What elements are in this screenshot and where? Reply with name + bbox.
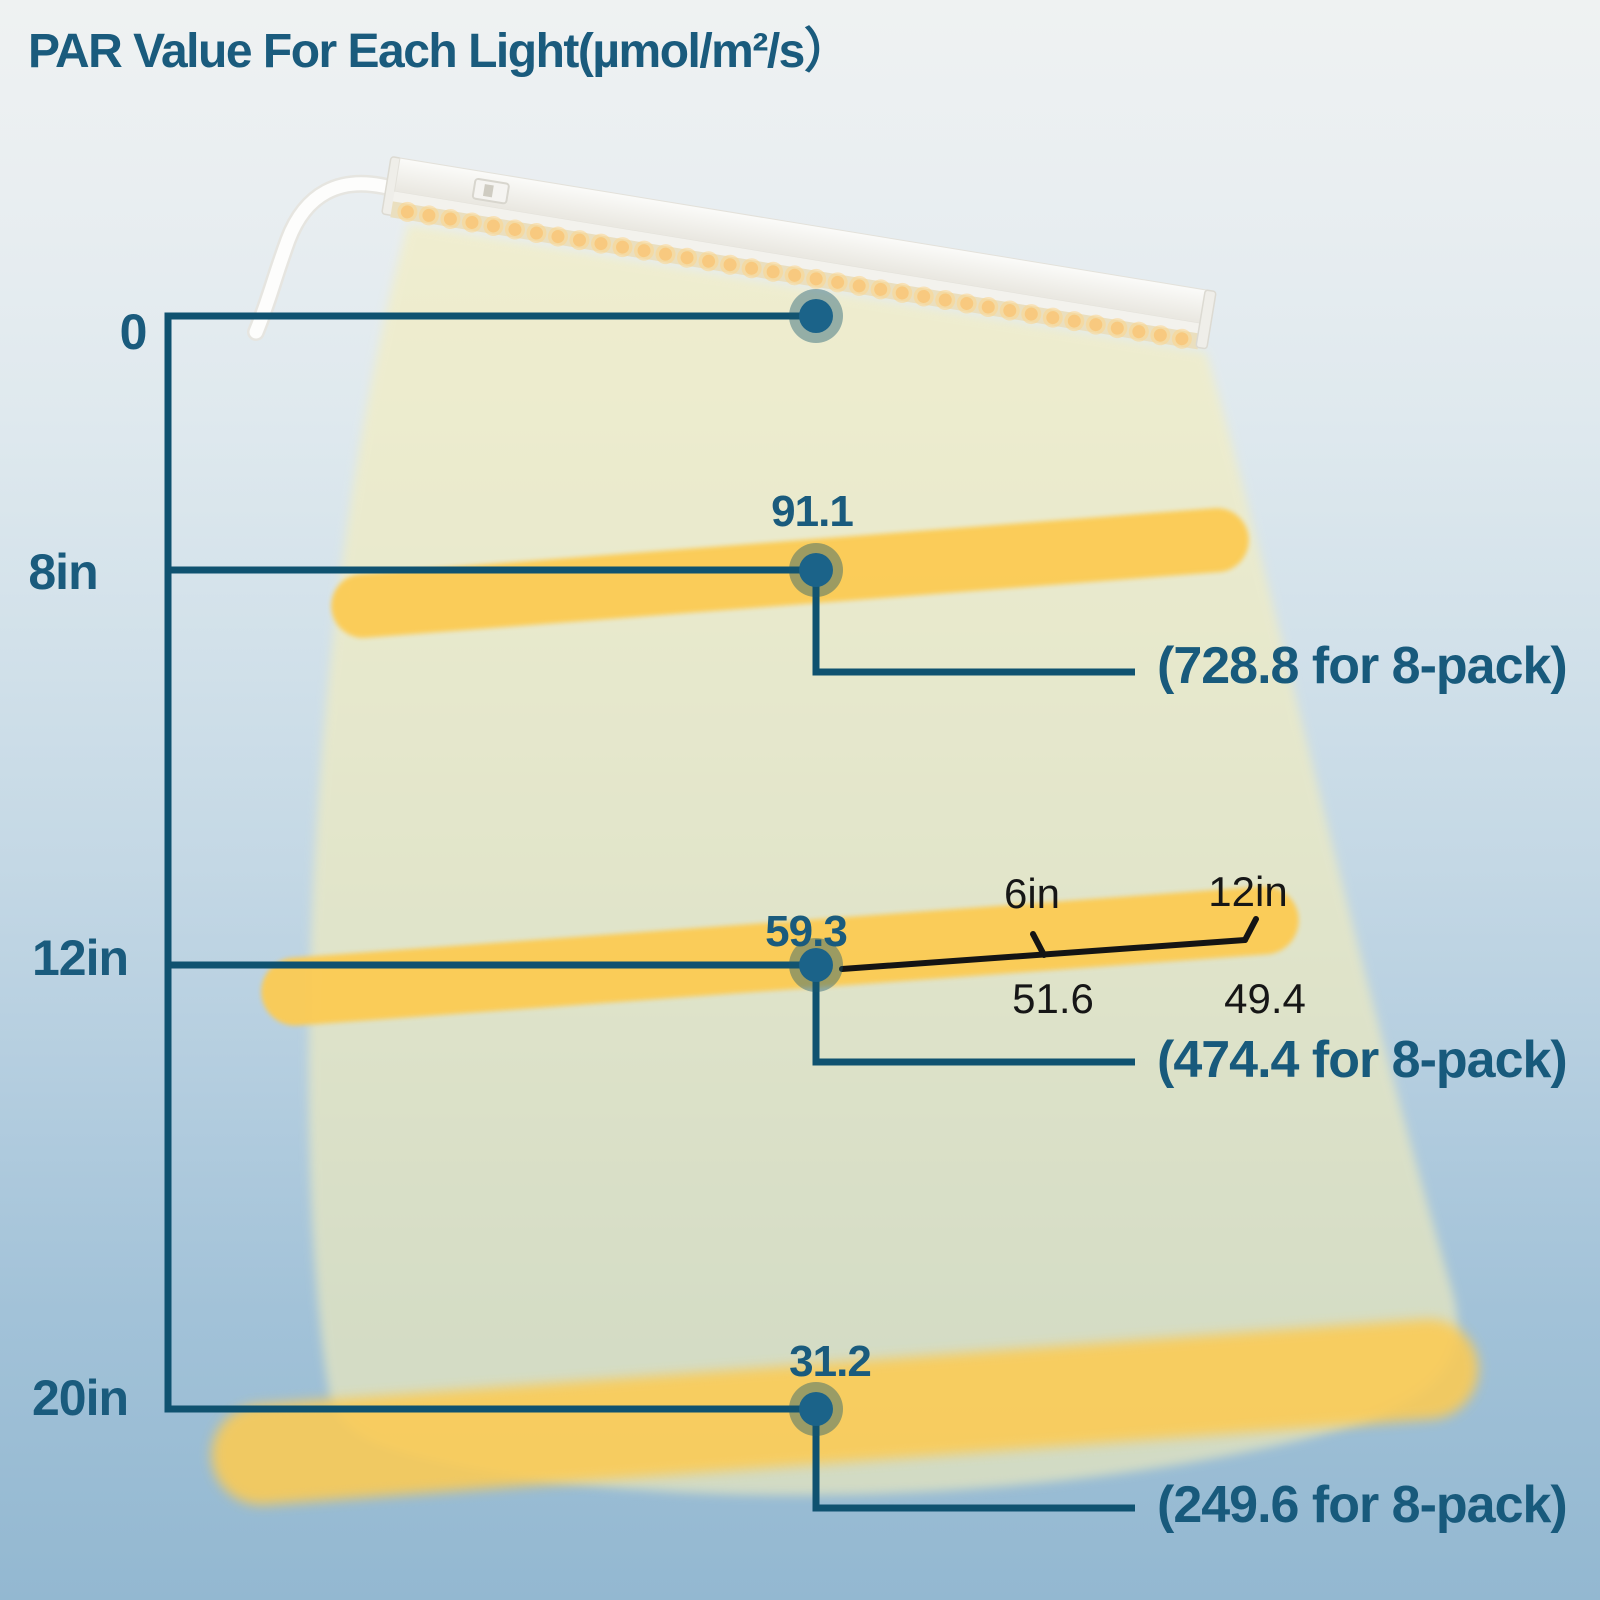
led-dot [831,275,845,289]
led-dot [852,279,866,293]
chart-title: PAR Value For Each Light(µmol/m²/s） [28,25,852,78]
pack-value-12in: (474.4 for 8-pack) [1157,1031,1568,1089]
connector-12in [812,965,1135,1066]
led-dot [1089,318,1103,332]
light-bar [381,156,1217,350]
led-dot [616,240,630,254]
led-dot [422,208,436,222]
led-dot [1067,314,1081,328]
led-dot [874,282,888,296]
point-marker-0in [789,289,843,343]
point-marker-12in [789,938,843,992]
axis-label-8in: 8in [28,544,98,600]
par-value-8in: 91.1 [771,487,854,536]
axis-label-12in: 12in [31,930,129,986]
led-dot [938,293,952,307]
offset-label-12in: 12in [1208,868,1288,915]
offset-value-6in: 51.6 [1012,975,1094,1022]
light-cone-beam [308,224,1458,1496]
power-cord [249,177,411,339]
light-bar-right-cap [1195,289,1217,350]
offset-value-12in: 49.4 [1224,975,1306,1022]
led-dot [895,286,909,300]
axis-label-20in: 20in [31,1370,129,1426]
par-value-20in: 31.2 [789,1337,872,1386]
led-strip [397,201,1192,349]
pack-value-8in: (728.8 for 8-pack) [1157,637,1568,695]
led-dot [788,268,802,282]
led-dot [508,223,522,237]
led-dot [1132,325,1146,339]
point-marker-8in [789,543,843,597]
led-dot [960,296,974,310]
led-dot [981,300,995,314]
power-switch-toggle [482,184,494,198]
led-dot [443,212,457,226]
led-dot [400,205,414,219]
led-dot [917,289,931,303]
illuminated-shelf-12in [261,886,1299,1026]
par-value-12in: 59.3 [765,907,848,956]
led-dot [572,233,586,247]
led-dot [486,219,500,233]
led-dot [1175,332,1189,346]
offset-tick-12in [1242,916,1259,943]
point-marker-20in [789,1382,843,1436]
axis-label-0: 0 [119,304,148,360]
connector-8in [812,570,1135,676]
offset-label-6in: 6in [1003,870,1061,917]
led-dot [766,265,780,279]
led-dot [1024,307,1038,321]
led-dot [637,244,651,258]
pack-value-20in: (249.6 for 8-pack) [1157,1476,1568,1534]
led-dot [529,226,543,240]
led-dot [1046,311,1060,325]
led-dot [745,261,759,275]
led-dot [723,258,737,272]
led-dot [1110,321,1124,335]
illuminated-shelf-20in [211,1319,1479,1505]
led-dot [702,254,716,268]
led-dot [465,215,479,229]
led-dot [594,237,608,251]
led-dot [809,272,823,286]
led-dot [551,230,565,244]
led-dot [680,251,694,265]
led-dot [659,247,673,261]
distance-axis [164,312,820,1413]
offset-tick-6in [1030,931,1047,958]
led-dot [1153,328,1167,342]
connector-20in [812,1409,1135,1512]
led-dot [1003,304,1017,318]
